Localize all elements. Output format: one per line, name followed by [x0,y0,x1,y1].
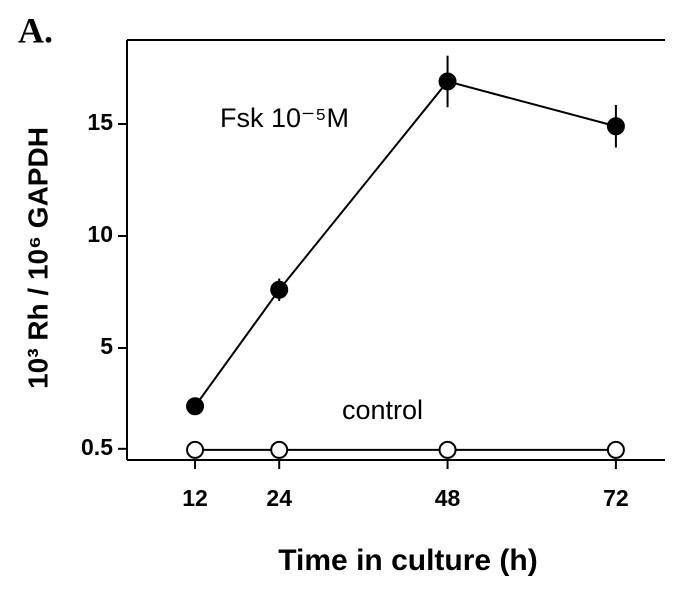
panel-label: A. [18,10,53,50]
marker [186,397,205,416]
x-tick-label: 48 [435,485,461,511]
marker [438,72,457,91]
marker [270,440,289,459]
x-tick-label: 72 [603,485,629,511]
y-tick-label: 15 [87,109,113,135]
marker [606,440,625,459]
series-label: control [342,395,423,425]
series-label: Fsk 10⁻⁵M [220,103,349,133]
y-tick-label: 10 [87,221,113,247]
marker [438,440,457,459]
x-tick-label: 12 [182,485,208,511]
y-axis-label: 10³ Rh / 10⁶ GAPDH [22,127,53,389]
x-tick-label: 24 [266,485,292,511]
x-axis-label: Time in culture (h) [278,544,537,577]
y-tick-label: 0.5 [81,434,113,460]
y-tick-label: 5 [100,333,113,359]
marker [186,440,205,459]
marker [270,280,289,299]
marker [606,117,625,136]
series-line [194,80,617,407]
